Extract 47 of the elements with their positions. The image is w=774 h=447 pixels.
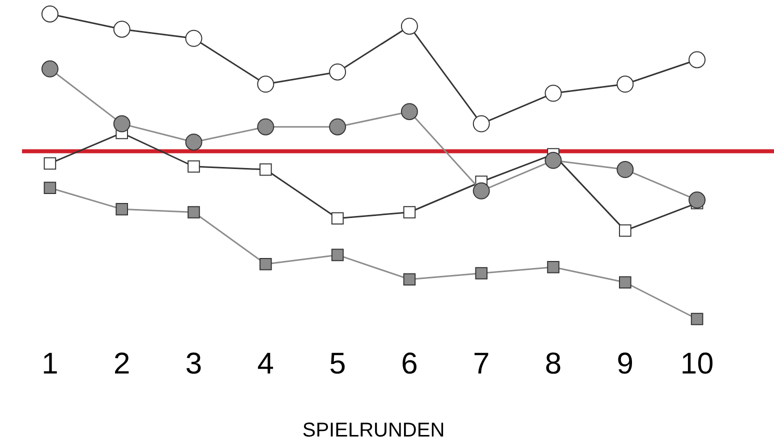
point — [257, 76, 274, 93]
point — [44, 182, 56, 194]
point — [113, 115, 130, 132]
point — [331, 212, 344, 225]
point — [475, 267, 488, 280]
x-axis-title: SPIELRUNDEN — [302, 420, 445, 442]
point — [188, 160, 200, 173]
point — [185, 30, 202, 47]
x-tick-label: 10 — [680, 347, 714, 380]
x-tick-label: 3 — [185, 347, 202, 380]
point — [403, 206, 416, 218]
point — [259, 163, 272, 176]
point — [331, 248, 344, 262]
point — [544, 152, 562, 169]
x-tick-label: 8 — [544, 347, 562, 380]
point — [618, 276, 632, 289]
x-tick-label: 6 — [401, 347, 418, 380]
point — [547, 260, 560, 274]
point — [403, 273, 416, 286]
x-tick-label: 7 — [473, 347, 490, 380]
x-tick-label: 9 — [616, 347, 634, 380]
point — [616, 161, 634, 178]
point — [41, 6, 58, 22]
point — [113, 20, 130, 38]
point — [116, 203, 128, 216]
point — [329, 63, 346, 80]
point — [44, 157, 56, 170]
point — [188, 206, 200, 218]
point — [257, 118, 274, 136]
x-tick-label: 1 — [42, 347, 58, 380]
point — [185, 134, 202, 151]
point — [688, 192, 706, 209]
x-tick-label: 2 — [114, 347, 130, 380]
x-tick-label: 5 — [329, 347, 346, 380]
point — [329, 118, 346, 136]
point — [472, 115, 490, 132]
point — [690, 312, 704, 326]
point — [616, 76, 634, 93]
point — [400, 18, 418, 35]
point — [41, 60, 58, 78]
point — [688, 51, 706, 68]
point — [618, 224, 632, 237]
point — [472, 182, 490, 200]
point — [400, 103, 418, 120]
x-tick-label: 4 — [257, 347, 274, 380]
point — [544, 84, 562, 102]
point — [259, 258, 272, 270]
